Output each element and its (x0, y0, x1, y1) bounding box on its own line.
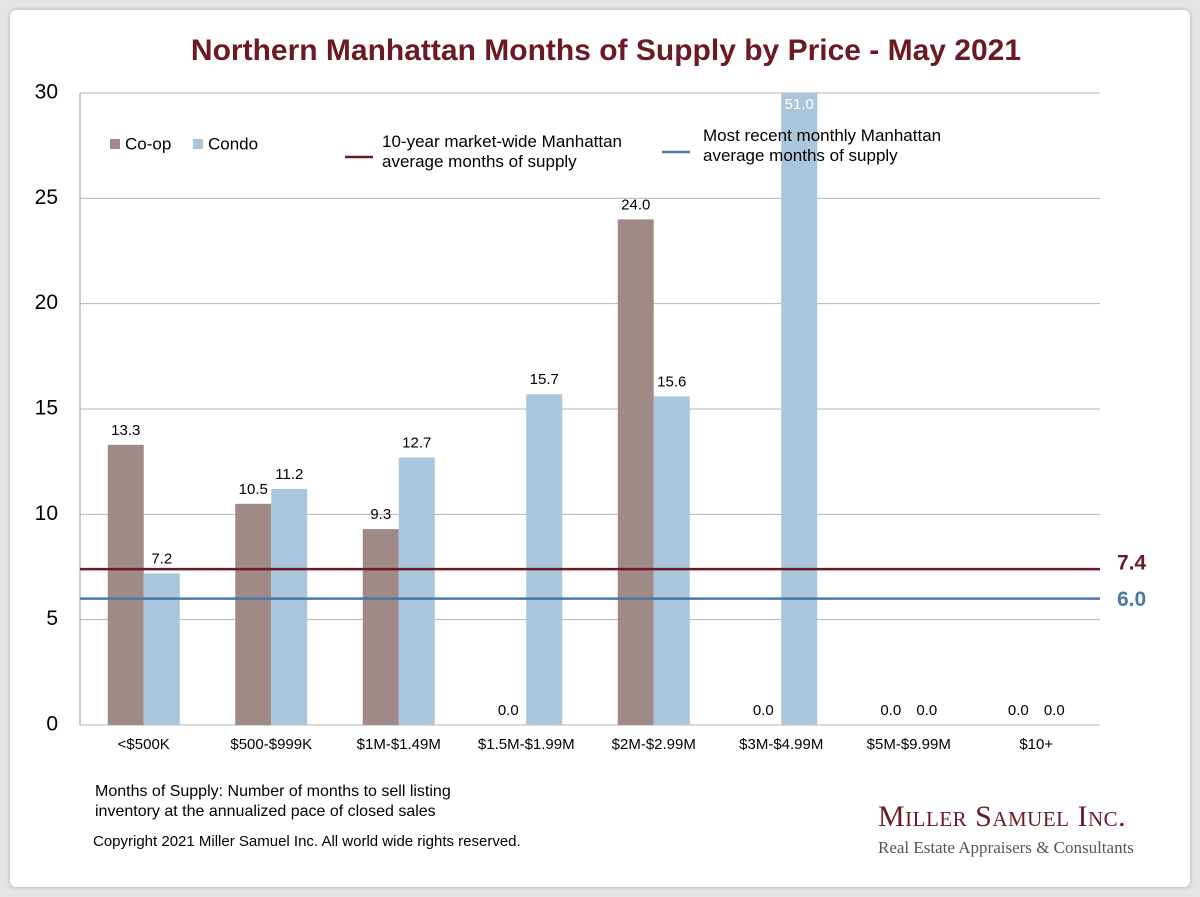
x-tick-label: <$500K (118, 736, 170, 753)
data-label: 0.0 (498, 702, 519, 719)
y-tick-label: 25 (35, 186, 58, 209)
data-label: 13.3 (111, 422, 140, 439)
bar (398, 457, 435, 725)
data-label: 0.0 (880, 702, 901, 719)
logo-name: Miller Samuel Inc. (878, 800, 1127, 833)
bar (271, 489, 308, 725)
x-tick-label: $1M-$1.49M (357, 736, 441, 753)
bar (107, 444, 144, 725)
y-tick-label: 0 (46, 713, 58, 736)
x-tick-label: $5M-$9.99M (867, 736, 951, 753)
x-tick-label: $3M-$4.99M (739, 736, 823, 753)
bar (143, 573, 180, 725)
chart-title: Northern Manhattan Months of Supply by P… (191, 34, 1021, 67)
legend-label: 10-year market-wide Manhattan average mo… (382, 132, 623, 171)
legend-swatch (193, 139, 203, 149)
legend-label: Condo (208, 134, 258, 153)
footnote: Months of Supply: Number of months to se… (95, 783, 451, 820)
bar (617, 219, 654, 725)
x-tick-label: $2M-$2.99M (612, 736, 696, 753)
x-tick-label: $1.5M-$1.99M (478, 736, 575, 753)
x-tick-label: $10+ (1019, 736, 1053, 753)
bar (526, 394, 563, 725)
x-tick-label: $500-$999K (230, 736, 312, 753)
legend-swatch (110, 139, 120, 149)
data-label: 24.0 (621, 196, 650, 213)
data-label: 7.2 (151, 550, 172, 567)
bar (781, 93, 818, 725)
reference-label: 6.0 (1117, 588, 1146, 611)
card (10, 10, 1190, 887)
y-tick-label: 10 (35, 502, 58, 525)
data-label: 51.0 (785, 96, 814, 113)
legend-label: Most recent monthly Manhattan average mo… (703, 126, 942, 165)
copyright: Copyright 2021 Miller Samuel Inc. All wo… (93, 833, 521, 850)
data-label: 9.3 (370, 506, 391, 523)
y-tick-label: 30 (35, 81, 58, 104)
y-tick-label: 15 (35, 397, 58, 420)
legend-label: Co-op (125, 134, 171, 153)
bar (653, 396, 690, 725)
data-label: 0.0 (1044, 702, 1065, 719)
data-label: 15.6 (657, 373, 686, 390)
logo-tagline: Real Estate Appraisers & Consultants (878, 838, 1134, 857)
data-label: 12.7 (402, 434, 431, 451)
data-label: 11.2 (275, 466, 303, 483)
data-label: 0.0 (753, 702, 774, 719)
data-label: 0.0 (916, 702, 937, 719)
bar (235, 503, 272, 725)
data-label: 0.0 (1008, 702, 1029, 719)
data-label: 10.5 (239, 481, 268, 498)
y-tick-label: 5 (46, 607, 58, 630)
reference-label: 7.4 (1117, 552, 1147, 575)
y-tick-label: 20 (35, 291, 58, 314)
bar (362, 529, 399, 725)
data-label: 15.7 (530, 371, 559, 388)
